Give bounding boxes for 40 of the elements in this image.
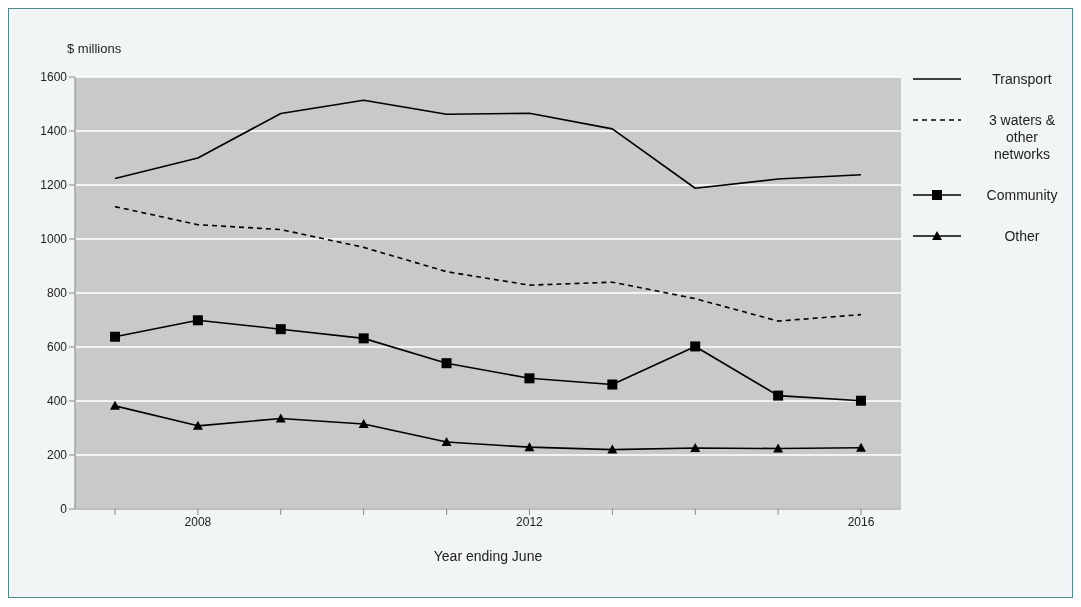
- point: [275, 324, 286, 335]
- legend-label: 3 waters & other networks: [987, 112, 1057, 163]
- y-axis-title: $ millions: [67, 41, 122, 56]
- y-tick-label: 200: [46, 448, 68, 463]
- point: [607, 444, 618, 454]
- point: [441, 358, 452, 369]
- point: [856, 442, 866, 452]
- point: [441, 437, 452, 447]
- line-series: [114, 205, 862, 322]
- point: [110, 400, 120, 410]
- text: Other: [1003, 228, 1041, 245]
- y-tick-label: 1200: [40, 178, 68, 193]
- point: [690, 442, 701, 452]
- legend-label: Transport: [991, 71, 1053, 88]
- point: [524, 442, 535, 452]
- x-tick-label: 2012: [516, 514, 544, 529]
- line-series: [114, 99, 862, 190]
- y-tick-label: 600: [46, 340, 68, 355]
- y-tick-label: 800: [46, 286, 68, 301]
- point: [192, 315, 203, 326]
- y-tick-label: 1600: [40, 70, 68, 85]
- point: [192, 420, 203, 430]
- point: [110, 331, 120, 342]
- x-axis-title: Year ending June: [433, 548, 543, 564]
- point: [773, 443, 784, 453]
- point: [773, 390, 784, 401]
- point: [856, 395, 866, 406]
- point: [358, 333, 369, 344]
- point: [607, 379, 618, 390]
- point: [524, 373, 535, 384]
- x-tick-label: 2008: [184, 514, 212, 529]
- y-tick-label: 400: [46, 394, 68, 409]
- legend-label: Community: [985, 187, 1059, 204]
- point: [275, 413, 286, 423]
- y-tick-label: 1000: [40, 232, 68, 247]
- point: [690, 341, 701, 352]
- x-tick-label: 2016: [847, 514, 875, 529]
- y-tick-label: 1400: [40, 124, 68, 139]
- y-tick-label: 0: [60, 502, 68, 517]
- point: [358, 418, 369, 428]
